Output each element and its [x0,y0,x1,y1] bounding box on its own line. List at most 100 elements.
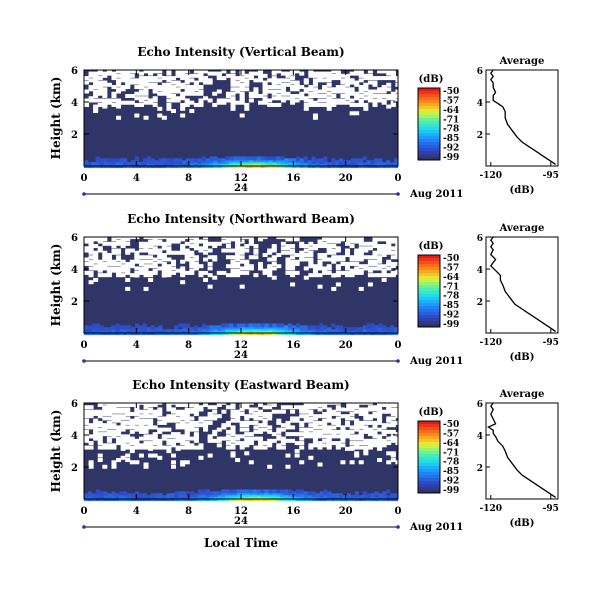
clear-air-gap [152,237,158,242]
clear-air-gap [345,96,351,101]
clear-air-gap [116,409,122,414]
clear-air-gap [349,244,355,249]
clear-air-gap [180,244,186,249]
clear-air-gap [308,91,314,96]
clear-air-gap [244,266,250,271]
clear-air-gap [349,91,355,96]
clear-air-gap [120,427,126,432]
clear-air-gap [331,425,337,430]
clear-air-gap [367,80,373,85]
clear-air-gap [180,416,186,421]
clear-air-gap [175,96,181,101]
clear-air-gap [106,436,112,441]
y-axis-label: Height (km) [49,410,63,493]
echo-cell [350,495,355,500]
clear-air-gap [386,241,392,246]
clear-air-gap [253,94,259,98]
clear-air-gap [335,420,341,425]
clear-air-gap [381,100,387,105]
clear-air-gap [312,436,318,441]
clear-air-gap [253,255,259,260]
clear-air-gap [377,96,383,101]
clear-air-gap [184,91,190,96]
clear-air-gap [386,407,392,412]
clear-air-gap [276,94,282,98]
clear-air-gap [299,427,305,432]
clear-air-gap [335,255,341,260]
clear-air-gap [171,109,177,114]
clear-air-gap [345,270,351,275]
echo-cell [84,329,88,334]
clear-air-gap [175,239,181,244]
clear-air-gap [134,102,140,107]
clear-air-gap [303,429,309,434]
clear-air-gap [138,268,144,273]
clear-air-gap [184,429,190,434]
colorbar-tick-label: -85 [443,134,459,144]
clear-air-gap [134,407,140,412]
clear-air-gap [239,427,245,432]
colorbar-tick-label: -92 [443,311,459,321]
clear-air-gap [308,432,314,437]
echo-cell [252,489,257,494]
clear-air-gap [235,80,241,85]
echo-cell [378,493,383,498]
clear-air-gap [171,418,177,423]
colorbar-tick-label: -64 [443,439,459,449]
clear-air-gap [367,89,373,94]
echo-cell [331,323,336,328]
colorbar-segment [418,324,440,328]
clear-air-gap [381,268,387,273]
clear-air-gap [258,438,264,443]
clear-air-gap [317,414,323,419]
echo-cell [107,493,112,498]
clear-air-gap [345,80,351,85]
clear-air-gap [207,414,213,419]
clear-air-gap [193,445,199,450]
clear-air-gap [102,407,108,412]
clear-air-gap [377,69,383,74]
clear-air-gap [148,100,154,105]
clear-air-gap [161,244,167,249]
clear-air-gap [267,78,273,83]
clear-air-gap [326,436,332,441]
clear-air-gap [326,96,332,101]
clear-air-gap [102,253,108,257]
colorbar-segment [418,469,440,473]
echo-cell [288,489,293,494]
echo-cell [252,323,257,328]
clear-air-gap [102,91,108,96]
clear-air-gap [120,446,126,451]
clear-air-gap [111,423,117,428]
clear-air-gap [262,427,268,432]
clear-air-gap [340,73,346,78]
clear-air-gap [335,71,341,76]
clear-air-gap [349,446,355,451]
clear-air-gap [189,253,195,257]
clear-air-gap [143,420,149,425]
clear-air-gap [354,425,360,430]
clear-air-gap [138,255,144,260]
clear-air-gap [88,409,94,414]
clear-air-gap [326,244,332,249]
clear-air-gap [125,420,131,425]
clear-air-gap [258,423,264,428]
clear-air-gap [84,432,89,437]
clear-air-gap [267,85,273,90]
clear-air-gap [193,405,199,410]
clear-air-gap [180,246,186,251]
colorbar-tick-label: -57 [443,263,459,273]
clear-air-gap [390,237,396,242]
clear-air-gap [262,405,268,410]
clear-air-gap [207,255,213,260]
echo-cell [103,491,108,496]
clear-air-gap [97,259,103,264]
clear-air-gap [212,432,218,437]
clear-air-gap [372,441,378,446]
clear-air-gap [106,403,112,407]
clear-air-gap [377,250,383,255]
clear-air-gap [212,429,218,434]
clear-air-gap [340,438,346,443]
clear-air-gap [230,273,236,278]
clear-air-gap [93,71,99,76]
